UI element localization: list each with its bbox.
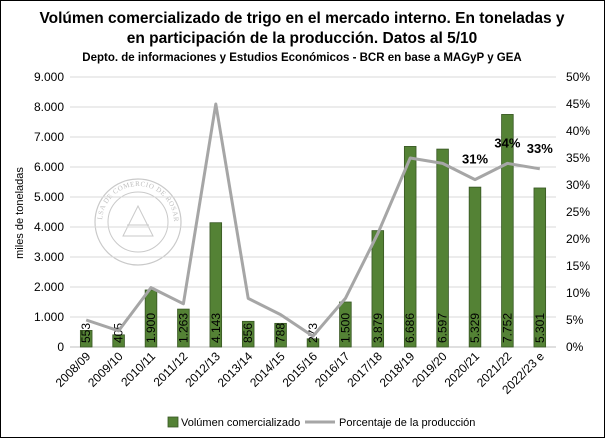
legend-swatch-bars (167, 416, 179, 428)
percent-annotations: 31% 34% 33% (462, 135, 553, 166)
y2-tick-label: 0% (566, 340, 584, 354)
percent-annotation: 31% (462, 152, 488, 167)
grid (70, 76, 556, 348)
bar-value-label: 788 (274, 323, 288, 343)
bar (79, 330, 93, 348)
y-tick-label: 7.000 (34, 130, 64, 144)
bar-value-label: 6.686 (403, 313, 417, 343)
bar-value-label: 4.143 (209, 313, 223, 343)
chart-title-line2: en participación de la producción. Datos… (127, 30, 478, 47)
percent-annotation: 34% (494, 135, 520, 150)
bars (79, 114, 547, 348)
y-tick-label: 0 (57, 340, 64, 354)
x-tick-label: 2017/18 (344, 349, 385, 390)
bar (533, 187, 547, 348)
y2-axis-ticks: 0% 5% 10% 15% 20% 25% 30% 35% 40% 45% 50% (566, 70, 590, 354)
line-series (85, 102, 541, 338)
chart-title-line1: Volúmen comercializado de trigo en el me… (39, 10, 564, 27)
x-tick-label: 2009/10 (85, 349, 126, 390)
x-tick-label: 2008/09 (53, 349, 94, 390)
x-tick-label: 2020/21 (442, 349, 483, 390)
bar-value-label: 553 (79, 323, 93, 343)
percent-annotation: 33% (527, 141, 553, 156)
bar-value-label: 856 (241, 323, 255, 343)
x-tick-label: 2016/17 (312, 349, 353, 390)
x-tick-label: 2012/13 (182, 349, 223, 390)
bar-value-label: 5.301 (533, 313, 547, 343)
percent-line (85, 102, 541, 338)
legend: Volúmen comercializado Porcentaje de la … (167, 416, 475, 429)
bar (403, 146, 417, 348)
legend-label-bars: Volúmen comercializado (181, 417, 300, 429)
bar-value-label: 6.597 (436, 313, 450, 343)
bar (209, 222, 223, 348)
y-axis-ticks: 0 1.000 2.000 3.000 4.000 5.000 6.000 7.000 8.00… (34, 70, 64, 354)
x-tick-label: 2018/19 (377, 349, 418, 390)
x-tick-label: 2014/15 (247, 349, 288, 390)
bar (468, 186, 482, 348)
bar (274, 322, 287, 348)
x-tick-label: 2015/16 (280, 349, 321, 390)
bar-value-label: 273 (306, 323, 320, 343)
bar-value-label: 1.263 (176, 313, 190, 343)
bar-labels: 553 405 1.900 1.263 4.143 856 788 273 1.500 3.879… (79, 313, 547, 343)
x-tick-label: 2019/20 (409, 349, 450, 390)
bar-value-label: 1.900 (144, 313, 158, 343)
bar (436, 148, 449, 348)
y2-tick-label: 25% (566, 205, 590, 219)
y-tick-label: 1.000 (34, 310, 64, 324)
bar (112, 334, 125, 348)
y2-tick-label: 50% (566, 70, 590, 84)
y2-tick-label: 20% (566, 232, 590, 246)
y-tick-label: 8.000 (34, 100, 64, 114)
x-tick-label: 2010/11 (118, 349, 158, 389)
y2-tick-label: 15% (566, 259, 590, 273)
bar (339, 301, 352, 348)
legend-label-line: Porcentaje de la producción (339, 417, 475, 429)
bar-value-label: 7.752 (500, 313, 514, 343)
y2-tick-label: 30% (566, 178, 590, 192)
y2-tick-label: 40% (566, 124, 590, 138)
x-tick-label: 2013/14 (215, 349, 256, 390)
y2-tick-label: 10% (566, 286, 590, 300)
bar (306, 338, 320, 348)
y-tick-label: 3.000 (34, 250, 64, 264)
y-tick-label: 4.000 (34, 220, 64, 234)
y2-tick-label: 5% (566, 313, 584, 327)
y-tick-label: 5.000 (34, 190, 64, 204)
bar (177, 308, 190, 348)
bar-value-label: 3.879 (371, 313, 385, 343)
x-axis-ticks: 2008/092009/102010/112011/122012/132013/… (53, 349, 547, 397)
bar-value-label: 1.500 (338, 313, 352, 343)
y2-tick-label: 35% (566, 151, 590, 165)
bar (501, 114, 514, 348)
y2-tick-label: 45% (566, 97, 590, 111)
y-tick-label: 2.000 (34, 280, 64, 294)
bar-value-label: 5.329 (468, 313, 482, 343)
y-tick-label: 9.000 (34, 70, 64, 84)
bar (241, 320, 255, 348)
y-tick-label: 6.000 (34, 160, 64, 174)
y-axis-label: miles de toneladas (14, 167, 26, 259)
chart-subtitle: Depto. de informaciones y Estudios Econó… (82, 52, 521, 64)
